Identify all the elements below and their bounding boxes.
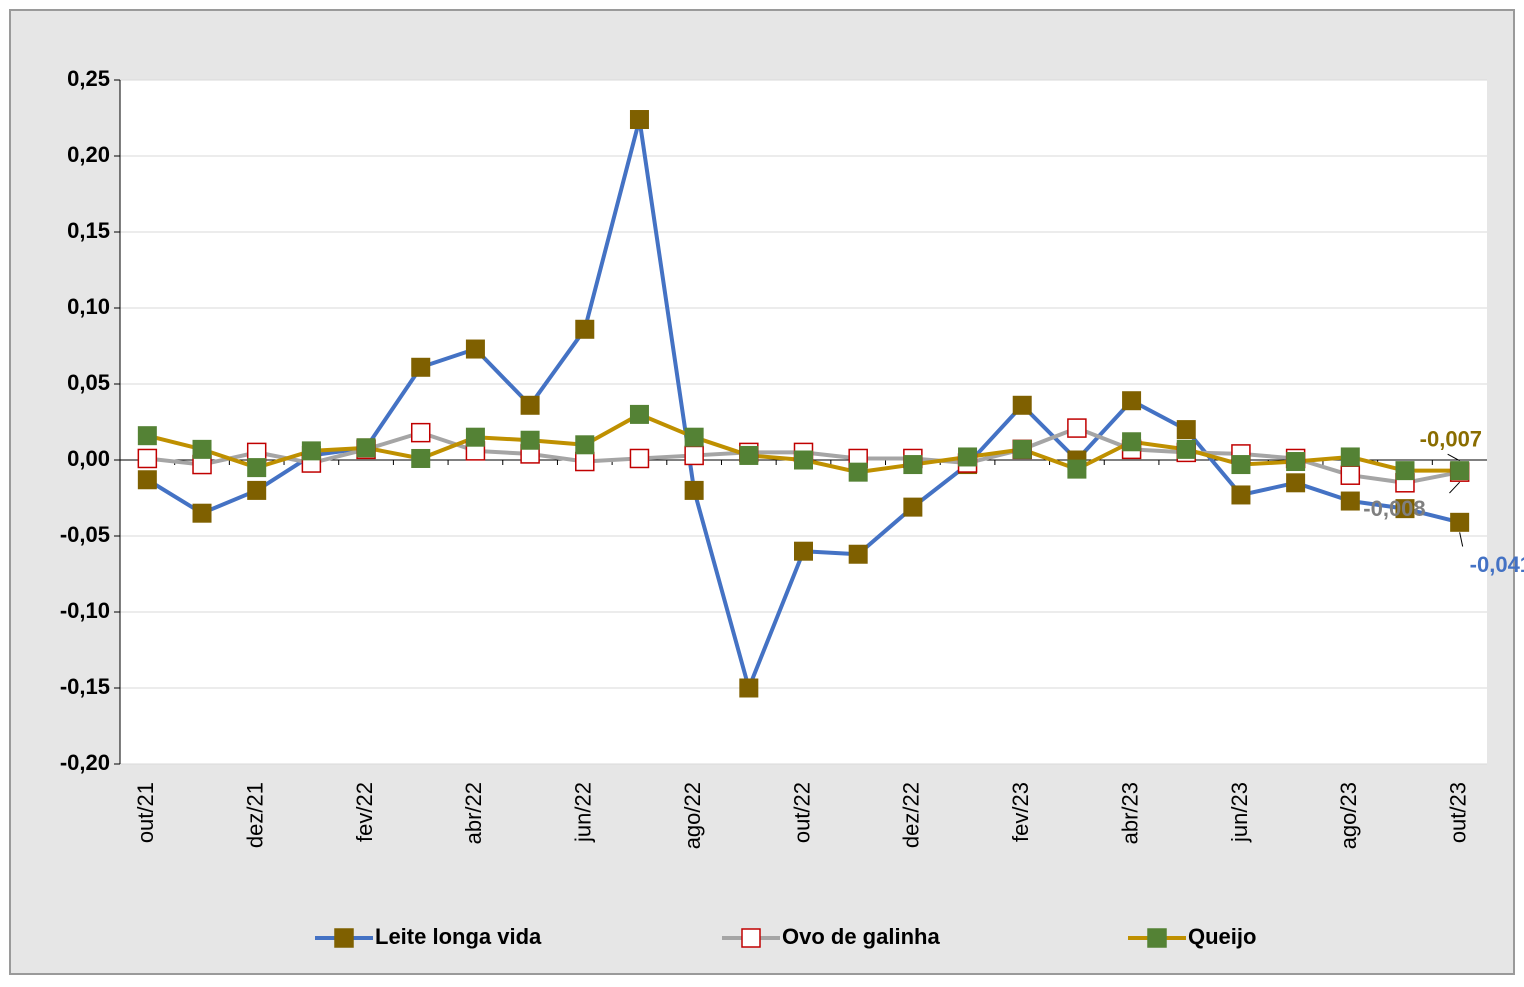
marker [629,110,649,130]
x-tick-label: ago/22 [680,782,705,849]
marker [410,422,431,443]
x-tick-label: out/23 [1445,782,1470,843]
marker [1450,461,1470,481]
marker [684,427,704,447]
marker [520,430,540,450]
legend-marker [741,928,761,948]
marker [958,447,978,467]
data-label: -0,008 [1363,496,1425,521]
x-tick-label: dez/21 [243,782,268,848]
marker [1450,512,1470,532]
legend-marker [1147,928,1167,948]
y-tick-label: -0,05 [60,522,110,547]
marker [903,497,923,517]
marker [301,441,321,461]
x-tick-label: fev/23 [1008,782,1033,842]
plot-area [120,80,1487,764]
x-tick-label: fev/22 [352,782,377,842]
marker [575,451,595,472]
data-label: -0,007 [1420,426,1482,451]
marker [137,426,157,446]
marker [1231,485,1251,505]
y-tick-label: 0,25 [67,66,110,91]
marker [411,448,431,468]
marker [137,470,157,490]
y-tick-label: -0,20 [60,750,110,775]
marker [247,458,267,478]
data-label: -0,041 [1470,552,1524,577]
marker [1340,465,1361,485]
marker [848,462,868,482]
marker [1176,420,1196,440]
marker [465,339,485,359]
marker [1122,432,1142,452]
marker [1122,391,1142,411]
leader-line [1459,532,1464,547]
marker [1231,455,1251,475]
marker [247,480,267,500]
y-tick-label: 0,10 [67,294,110,319]
marker [1176,439,1196,459]
legend-marker [334,928,354,948]
marker [1340,447,1360,467]
leader-line [1447,453,1460,462]
legend-label: Ovo de galinha [782,924,940,949]
marker [575,435,595,455]
legend-label: Leite longa vida [375,924,542,949]
x-tick-label: jun/23 [1227,782,1252,843]
marker [794,450,813,470]
x-tick-label: abr/22 [461,782,486,844]
y-tick-label: 0,05 [67,370,110,395]
y-tick-label: 0,20 [67,142,110,167]
marker [1286,473,1306,493]
marker [739,445,759,465]
legend-label: Queijo [1188,924,1256,949]
marker [465,427,485,447]
x-tick-label: out/22 [789,782,814,843]
marker [903,455,923,475]
marker [629,448,650,469]
y-tick-label: 0,00 [67,446,110,471]
marker [1395,461,1415,481]
x-tick-label: dez/22 [899,782,924,848]
marker [1286,452,1306,472]
x-tick-label: abr/23 [1117,782,1142,844]
marker [1067,418,1087,438]
marker [629,404,649,424]
x-tick-label: ago/23 [1336,782,1361,849]
marker [137,448,158,469]
x-tick-label: out/21 [133,782,158,843]
marker [411,357,431,377]
leader-line [1449,481,1461,494]
x-tick-label: jun/22 [571,782,596,843]
marker [1340,491,1360,511]
marker [1067,459,1087,479]
marker [575,319,595,339]
marker [520,395,540,415]
y-tick-label: 0,15 [67,218,110,243]
y-tick-label: -0,10 [60,598,110,623]
marker [356,438,376,458]
marker [1012,439,1032,459]
marker [684,480,704,500]
marker [794,541,813,561]
marker [192,439,212,459]
marker [848,544,868,564]
y-tick-label: -0,15 [60,674,110,699]
marker [192,503,212,523]
marker [684,445,704,466]
marker [1012,395,1032,415]
marker [1395,499,1415,519]
marker [739,678,759,698]
